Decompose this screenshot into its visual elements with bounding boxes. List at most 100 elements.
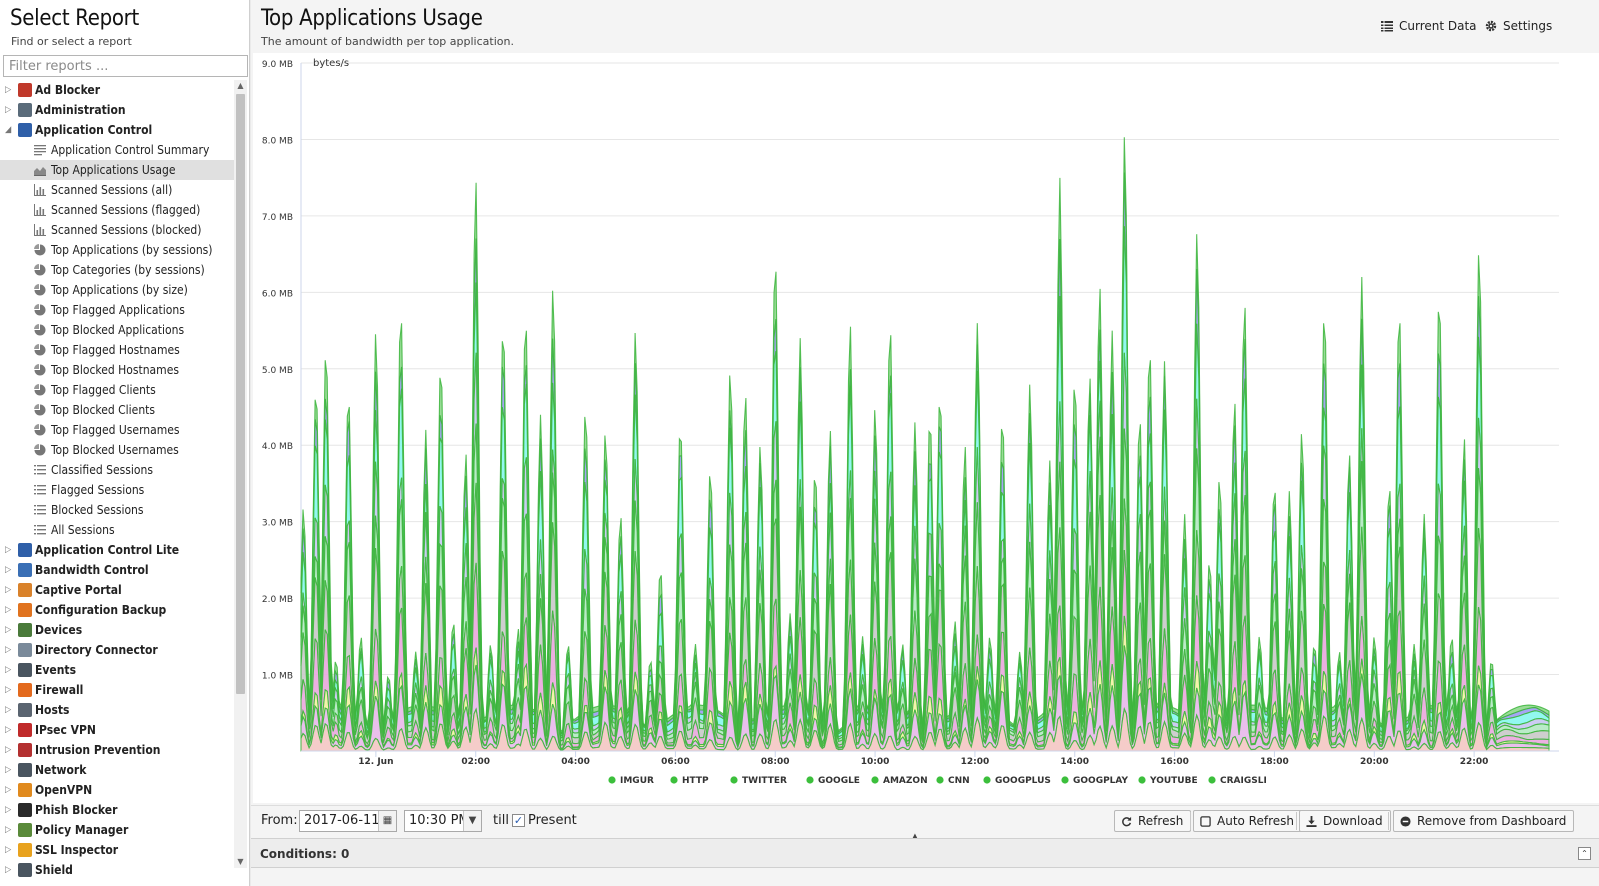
legend-dot-googplay[interactable] [1061, 776, 1069, 784]
legend-item-cnn[interactable]: CNN [948, 776, 970, 786]
legend-dot-craigsli[interactable] [1208, 776, 1216, 784]
tree-item-all-sessions[interactable]: All Sessions [0, 520, 234, 540]
scroll-down-arrow-icon[interactable]: ▼ [237, 857, 244, 866]
tree-group-administration[interactable]: ▷ Administration [0, 100, 234, 120]
collapsed-arrow-icon[interactable]: ▷ [5, 605, 12, 615]
tree-group-firewall[interactable]: ▷ Firewall [0, 680, 234, 700]
tree-item-top-flagged-usernames[interactable]: Top Flagged Usernames [0, 420, 234, 440]
tree-item-classified-sessions[interactable]: Classified Sessions [0, 460, 234, 480]
collapsed-arrow-icon[interactable]: ▷ [5, 805, 12, 815]
current-data-button[interactable]: Current Data [1381, 19, 1477, 33]
calendar-icon[interactable]: ▦ [378, 811, 396, 831]
collapsed-arrow-icon[interactable]: ▷ [5, 565, 12, 575]
tree-group-bandwidth-control[interactable]: ▷ Bandwidth Control [0, 560, 234, 580]
collapsed-arrow-icon[interactable]: ▷ [5, 745, 12, 755]
tree-item-blocked-sessions[interactable]: Blocked Sessions [0, 500, 234, 520]
collapsed-arrow-icon[interactable]: ▷ [5, 105, 12, 115]
collapsed-arrow-icon[interactable]: ▷ [5, 765, 12, 775]
tree-scrollbar[interactable]: ▲ ▼ [234, 80, 247, 868]
legend-item-amazon[interactable]: AMAZON [883, 776, 928, 786]
tree-item-top-applications-by-sessions[interactable]: Top Applications (by sessions) [0, 240, 234, 260]
chevron-down-icon[interactable]: ▼ [463, 811, 481, 831]
tree-group-intrusion-prevention[interactable]: ▷ Intrusion Prevention [0, 740, 234, 760]
tree-item-top-flagged-applications[interactable]: Top Flagged Applications [0, 300, 234, 320]
tree-item-scanned-sessions-flagged[interactable]: Scanned Sessions (flagged) [0, 200, 234, 220]
tree-group-network[interactable]: ▷ Network [0, 760, 234, 780]
legend-item-youtube[interactable]: YOUTUBE [1149, 776, 1198, 786]
tree-item-top-applications-usage[interactable]: Top Applications Usage [0, 160, 234, 180]
tree-item-top-blocked-usernames[interactable]: Top Blocked Usernames [0, 440, 234, 460]
legend-item-googplus[interactable]: GOOGPLUS [995, 776, 1051, 786]
tree-group-directory-connector[interactable]: ▷ Directory Connector [0, 640, 234, 660]
tree-group-ipsec-vpn[interactable]: ▷ IPsec VPN [0, 720, 234, 740]
tree-group-ad-blocker[interactable]: ▷ Ad Blocker [0, 80, 234, 100]
collapsed-arrow-icon[interactable]: ▷ [5, 645, 12, 655]
refresh-button[interactable]: Refresh [1114, 810, 1192, 832]
collapsed-arrow-icon[interactable]: ▷ [5, 685, 12, 695]
tree-group-policy-manager[interactable]: ▷ Policy Manager [0, 820, 234, 840]
tree-group-events[interactable]: ▷ Events [0, 660, 234, 680]
tree-item-top-categories-by-sessions[interactable]: Top Categories (by sessions) [0, 260, 234, 280]
expanded-arrow-icon[interactable]: ◢ [5, 125, 12, 135]
collapsed-arrow-icon[interactable]: ▷ [5, 825, 12, 835]
filter-reports-input[interactable] [3, 55, 248, 77]
legend-item-google[interactable]: GOOGLE [818, 776, 860, 786]
conditions-bar[interactable]: Conditions: 0 ⌃ [251, 838, 1599, 868]
collapse-icon[interactable]: ⌃ [1578, 847, 1591, 860]
tree-group-captive-portal[interactable]: ▷ Captive Portal [0, 580, 234, 600]
tree-item-top-applications-by-size[interactable]: Top Applications (by size) [0, 280, 234, 300]
legend-dot-youtube[interactable] [1138, 776, 1146, 784]
tree-group-hosts[interactable]: ▷ Hosts [0, 700, 234, 720]
tree-item-top-flagged-hostnames[interactable]: Top Flagged Hostnames [0, 340, 234, 360]
legend-item-googplay[interactable]: GOOGPLAY [1073, 776, 1129, 786]
tree-item-top-blocked-applications[interactable]: Top Blocked Applications [0, 320, 234, 340]
legend-item-imgur[interactable]: IMGUR [620, 776, 654, 786]
tree-item-scanned-sessions-all[interactable]: Scanned Sessions (all) [0, 180, 234, 200]
legend-item-twitter[interactable]: TWITTER [742, 776, 787, 786]
legend-dot-imgur[interactable] [608, 776, 616, 784]
tree-group-configuration-backup[interactable]: ▷ Configuration Backup [0, 600, 234, 620]
top-applications-usage-chart[interactable]: 9.0 MB 8.0 MB 7.0 MB 6.0 MB 5.0 MB 4.0 MB 3.0 … [253, 53, 1599, 803]
tree-item-top-flagged-clients[interactable]: Top Flagged Clients [0, 380, 234, 400]
tree-group-ssl-inspector[interactable]: ▷ SSL Inspector [0, 840, 234, 860]
legend-dot-http[interactable] [670, 776, 678, 784]
tree-item-flagged-sessions[interactable]: Flagged Sessions [0, 480, 234, 500]
legend-item-craigsli[interactable]: CRAIGSLI [1220, 776, 1267, 786]
legend-dot-amazon[interactable] [871, 776, 879, 784]
tree-item-scanned-sessions-blocked[interactable]: Scanned Sessions (blocked) [0, 220, 234, 240]
auto-refresh-button[interactable]: Auto Refresh [1193, 810, 1302, 832]
scroll-up-arrow-icon[interactable]: ▲ [237, 81, 244, 90]
settings-button[interactable]: Settings [1485, 19, 1552, 33]
legend-dot-cnn[interactable] [936, 776, 944, 784]
tree-group-application-control-lite[interactable]: ▷ Application Control Lite [0, 540, 234, 560]
collapsed-arrow-icon[interactable]: ▷ [5, 725, 12, 735]
collapsed-arrow-icon[interactable]: ▷ [5, 665, 12, 675]
splitter-handle-icon[interactable]: ▲ [912, 832, 918, 840]
legend-item-http[interactable]: HTTP [682, 776, 709, 786]
collapsed-arrow-icon[interactable]: ▷ [5, 845, 12, 855]
tree-group-shield[interactable]: ▷ Shield [0, 860, 234, 880]
collapsed-arrow-icon[interactable]: ▷ [5, 545, 12, 555]
collapsed-arrow-icon[interactable]: ▷ [5, 865, 12, 875]
tree-item-top-blocked-clients[interactable]: Top Blocked Clients [0, 400, 234, 420]
scrollbar-thumb[interactable] [236, 94, 245, 694]
tree-group-openvpn[interactable]: ▷ OpenVPN [0, 780, 234, 800]
collapsed-arrow-icon[interactable]: ▷ [5, 625, 12, 635]
tree-item-application-control-summary[interactable]: Application Control Summary [0, 140, 234, 160]
legend-dot-googplus[interactable] [983, 776, 991, 784]
remove-from-dashboard-button[interactable]: Remove from Dashboard [1393, 810, 1575, 832]
tree-group-application-control[interactable]: ◢ Application Control [0, 120, 234, 140]
from-time-field[interactable]: 10:30 PM ▼ [404, 810, 482, 832]
tree-group-devices[interactable]: ▷ Devices [0, 620, 234, 640]
download-button[interactable]: Download [1299, 810, 1391, 832]
present-checkbox[interactable]: ✓ [512, 814, 525, 827]
tree-item-top-blocked-hostnames[interactable]: Top Blocked Hostnames [0, 360, 234, 380]
collapsed-arrow-icon[interactable]: ▷ [5, 85, 12, 95]
tree-group-phish-blocker[interactable]: ▷ Phish Blocker [0, 800, 234, 820]
legend-dot-twitter[interactable] [730, 776, 738, 784]
collapsed-arrow-icon[interactable]: ▷ [5, 785, 12, 795]
collapsed-arrow-icon[interactable]: ▷ [5, 705, 12, 715]
from-date-field[interactable]: 2017-06-11 ▦ [299, 810, 397, 832]
legend-dot-google[interactable] [806, 776, 814, 784]
collapsed-arrow-icon[interactable]: ▷ [5, 585, 12, 595]
